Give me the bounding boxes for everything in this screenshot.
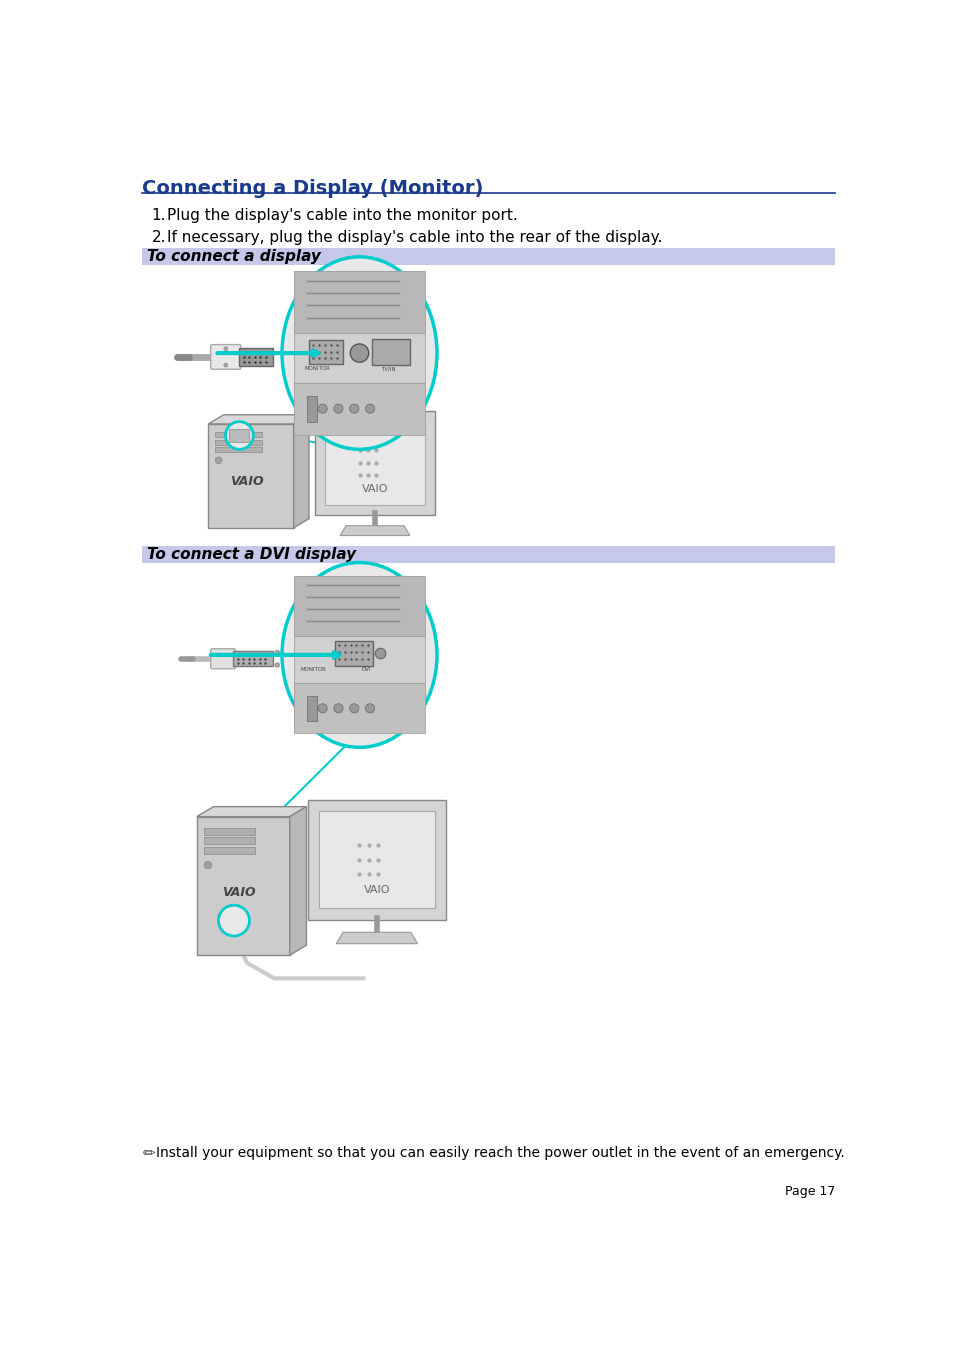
Polygon shape [290, 807, 306, 955]
Polygon shape [340, 526, 410, 535]
Circle shape [224, 363, 228, 367]
Polygon shape [196, 807, 306, 816]
Text: ✏: ✏ [142, 1146, 155, 1161]
FancyBboxPatch shape [307, 696, 317, 721]
Text: MONITOR: MONITOR [304, 366, 330, 372]
Circle shape [365, 404, 375, 413]
FancyBboxPatch shape [315, 411, 435, 515]
Text: VAIO: VAIO [363, 885, 390, 894]
FancyBboxPatch shape [204, 838, 255, 844]
FancyBboxPatch shape [211, 648, 235, 669]
Circle shape [225, 422, 253, 450]
Polygon shape [208, 424, 294, 528]
FancyBboxPatch shape [335, 640, 373, 666]
FancyBboxPatch shape [309, 340, 343, 363]
FancyBboxPatch shape [233, 651, 274, 666]
Ellipse shape [282, 562, 436, 747]
Text: To connect a DVI display: To connect a DVI display [147, 547, 355, 562]
Text: VAIO: VAIO [230, 474, 263, 488]
Text: Connecting a Display (Monitor): Connecting a Display (Monitor) [142, 180, 483, 199]
Text: VAIO: VAIO [361, 484, 388, 493]
FancyBboxPatch shape [294, 684, 425, 734]
FancyBboxPatch shape [294, 577, 425, 734]
FancyBboxPatch shape [204, 847, 255, 854]
FancyBboxPatch shape [307, 800, 446, 920]
Circle shape [274, 663, 279, 667]
Text: If necessary, plug the display's cable into the rear of the display.: If necessary, plug the display's cable i… [167, 230, 662, 245]
Text: Page 17: Page 17 [784, 1185, 835, 1198]
FancyBboxPatch shape [318, 811, 435, 908]
FancyBboxPatch shape [372, 339, 410, 365]
FancyBboxPatch shape [294, 334, 425, 382]
FancyBboxPatch shape [307, 396, 317, 422]
Text: VAIO: VAIO [221, 886, 255, 900]
FancyBboxPatch shape [211, 345, 241, 369]
FancyBboxPatch shape [325, 422, 424, 505]
Text: Install your equipment so that you can easily reach the power outlet in the even: Install your equipment so that you can e… [156, 1146, 844, 1161]
FancyBboxPatch shape [215, 447, 262, 453]
Ellipse shape [282, 257, 436, 450]
Circle shape [218, 905, 249, 936]
FancyBboxPatch shape [215, 439, 262, 444]
Polygon shape [294, 415, 309, 528]
FancyBboxPatch shape [294, 636, 425, 684]
FancyBboxPatch shape [294, 272, 425, 435]
Text: 1.: 1. [152, 208, 166, 223]
Text: Plug the display's cable into the monitor port.: Plug the display's cable into the monito… [167, 208, 517, 223]
Polygon shape [196, 816, 290, 955]
FancyBboxPatch shape [294, 272, 425, 334]
FancyBboxPatch shape [204, 828, 255, 835]
Text: To connect a display: To connect a display [147, 250, 321, 265]
Polygon shape [208, 415, 309, 424]
Circle shape [334, 404, 343, 413]
FancyBboxPatch shape [238, 347, 273, 366]
FancyBboxPatch shape [294, 577, 425, 636]
Circle shape [317, 704, 327, 713]
FancyBboxPatch shape [215, 432, 262, 438]
Circle shape [365, 704, 375, 713]
Circle shape [334, 704, 343, 713]
FancyBboxPatch shape [294, 382, 425, 435]
Circle shape [375, 648, 385, 659]
Circle shape [317, 404, 327, 413]
FancyBboxPatch shape [229, 430, 249, 442]
Circle shape [224, 347, 228, 351]
Circle shape [349, 704, 358, 713]
Circle shape [350, 345, 369, 362]
Circle shape [349, 404, 358, 413]
Circle shape [215, 457, 222, 463]
Text: TV/IN: TV/IN [381, 366, 395, 372]
Circle shape [204, 862, 212, 869]
FancyBboxPatch shape [142, 546, 835, 562]
Text: DVI: DVI [361, 667, 371, 673]
Text: 2.: 2. [152, 230, 166, 245]
Circle shape [274, 650, 279, 655]
Polygon shape [335, 932, 417, 943]
Text: MONITOR: MONITOR [300, 667, 326, 673]
FancyBboxPatch shape [142, 249, 835, 265]
